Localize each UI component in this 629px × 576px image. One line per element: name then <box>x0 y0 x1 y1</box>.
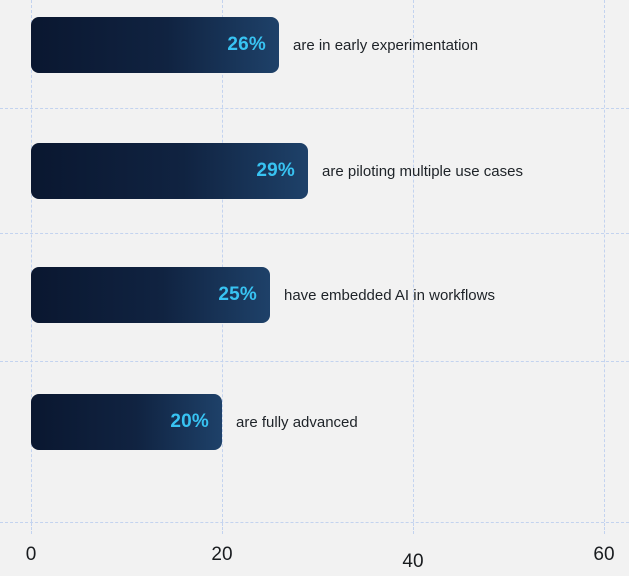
x-tick-label: 60 <box>593 544 615 565</box>
gridline-vertical <box>604 0 605 522</box>
x-tick-label: 0 <box>25 544 37 565</box>
axis-tick <box>413 523 414 534</box>
value-label: 25% <box>218 284 257 305</box>
bar: 25% <box>31 267 270 323</box>
axis-tick <box>604 523 605 534</box>
x-axis-line <box>0 522 629 523</box>
category-label: are in early experimentation <box>293 36 479 54</box>
gridline-vertical <box>413 0 414 522</box>
x-tick-label: 20 <box>211 544 233 565</box>
bar-row: 20% are fully advanced <box>31 394 629 450</box>
bar: 29% <box>31 143 308 199</box>
bar-row: 29% are piloting multiple use cases <box>31 143 629 199</box>
bar: 20% <box>31 394 222 450</box>
bar: 26% <box>31 17 279 73</box>
category-label: have embedded AI in workflows <box>284 286 495 304</box>
x-tick-label: 40 <box>402 551 424 572</box>
axis-tick <box>31 523 32 534</box>
gridline-vertical <box>222 0 223 522</box>
axis-tick <box>222 523 223 534</box>
gridline-vertical <box>31 0 32 522</box>
gridline-horizontal <box>0 233 629 234</box>
value-label: 26% <box>227 34 266 55</box>
category-label: are fully advanced <box>236 413 358 431</box>
gridline-horizontal <box>0 108 629 109</box>
value-label: 29% <box>256 160 295 181</box>
value-label: 20% <box>170 411 209 432</box>
bar-row: 25% have embedded AI in workflows <box>31 267 629 323</box>
category-label: are piloting multiple use cases <box>322 162 523 180</box>
gridline-horizontal <box>0 361 629 362</box>
bar-row: 26% are in early experimentation <box>31 17 629 73</box>
